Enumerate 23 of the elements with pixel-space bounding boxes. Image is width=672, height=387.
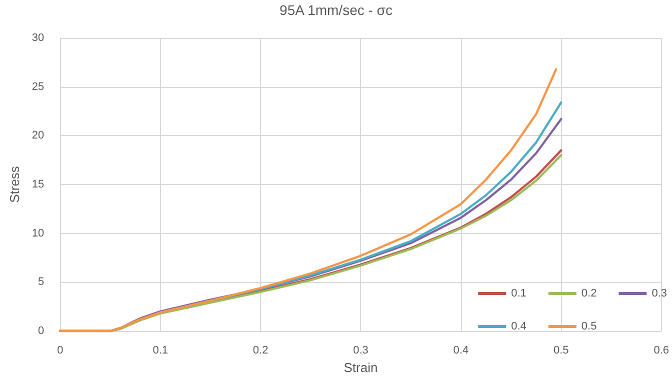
y-tick-label: 10 <box>32 227 44 240</box>
chart-title: 95A 1mm/sec - σc <box>280 2 392 18</box>
line-series <box>59 68 558 332</box>
x-tick-label: 0.4 <box>453 344 469 356</box>
y-tick-label: 20 <box>32 130 44 142</box>
x-tick-label: 0.5 <box>554 344 569 356</box>
y-axis-title: Stress <box>7 166 22 203</box>
x-tick-label: 0.6 <box>654 344 670 356</box>
x-tick-label: 0.1 <box>152 344 168 356</box>
legend-label: 0.3 <box>652 288 668 300</box>
y-tick-label: 15 <box>32 178 44 190</box>
x-tick-label: 0.3 <box>353 344 368 356</box>
y-tick-label: 5 <box>38 276 44 288</box>
legend-label: 0.2 <box>581 288 597 300</box>
y-tick-label: 30 <box>32 32 44 44</box>
y-tick-label: 0 <box>38 325 44 337</box>
x-tick-label: 0.2 <box>252 344 268 356</box>
x-tick-label: 0 <box>57 344 64 356</box>
legend-label: 0.1 <box>511 288 526 300</box>
y-tick-label: 25 <box>32 80 44 93</box>
legend-label: 0.4 <box>511 320 526 332</box>
legend-label: 0.5 <box>581 320 597 332</box>
x-axis-title: Strain <box>344 360 378 375</box>
